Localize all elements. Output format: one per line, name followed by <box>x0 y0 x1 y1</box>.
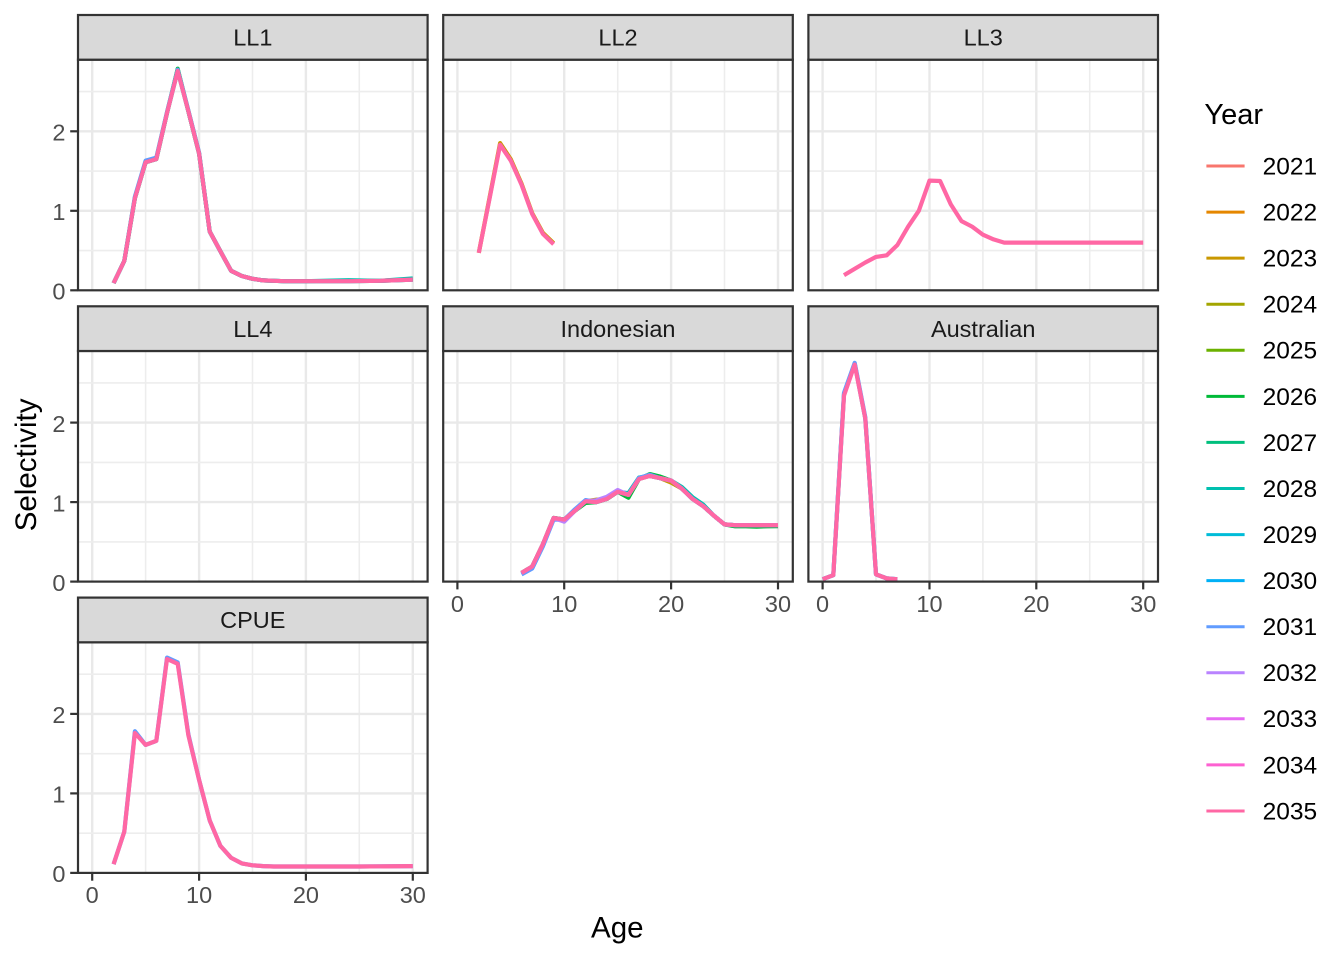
svg-text:10: 10 <box>186 882 212 908</box>
svg-text:0: 0 <box>52 861 65 887</box>
svg-text:LL1: LL1 <box>233 25 272 51</box>
svg-text:1: 1 <box>52 782 65 808</box>
svg-text:10: 10 <box>916 591 942 617</box>
svg-text:2033: 2033 <box>1263 706 1318 733</box>
svg-text:2: 2 <box>52 120 65 146</box>
svg-text:LL3: LL3 <box>964 25 1003 51</box>
svg-text:20: 20 <box>293 882 319 908</box>
svg-text:0: 0 <box>86 882 99 908</box>
svg-text:LL4: LL4 <box>233 316 272 342</box>
svg-text:1: 1 <box>52 199 65 225</box>
svg-text:1: 1 <box>52 490 65 516</box>
svg-text:2025: 2025 <box>1263 338 1318 365</box>
svg-text:10: 10 <box>551 591 577 617</box>
svg-text:30: 30 <box>1130 591 1156 617</box>
svg-text:2023: 2023 <box>1263 246 1318 273</box>
svg-text:2: 2 <box>52 702 65 728</box>
svg-text:2028: 2028 <box>1263 476 1318 503</box>
svg-text:LL2: LL2 <box>598 25 637 51</box>
svg-text:0: 0 <box>52 570 65 596</box>
svg-text:2027: 2027 <box>1263 430 1318 457</box>
svg-text:Indonesian: Indonesian <box>561 316 676 342</box>
svg-text:Australian: Australian <box>931 316 1036 342</box>
svg-text:2030: 2030 <box>1263 568 1318 595</box>
svg-text:2032: 2032 <box>1263 660 1318 687</box>
svg-text:20: 20 <box>1023 591 1049 617</box>
svg-text:2024: 2024 <box>1263 292 1318 319</box>
svg-text:0: 0 <box>451 591 464 617</box>
svg-text:2031: 2031 <box>1263 614 1318 641</box>
svg-text:Year: Year <box>1204 99 1263 131</box>
svg-text:Selectivity: Selectivity <box>10 398 43 531</box>
svg-text:2022: 2022 <box>1263 200 1318 227</box>
svg-text:2: 2 <box>52 411 65 437</box>
svg-text:2029: 2029 <box>1263 522 1318 549</box>
svg-text:Age: Age <box>591 911 644 944</box>
svg-text:2034: 2034 <box>1263 752 1318 779</box>
svg-text:2026: 2026 <box>1263 384 1318 411</box>
svg-text:0: 0 <box>52 279 65 305</box>
svg-text:30: 30 <box>765 591 791 617</box>
svg-text:0: 0 <box>816 591 829 617</box>
svg-text:2035: 2035 <box>1263 798 1318 825</box>
svg-text:30: 30 <box>400 882 426 908</box>
svg-text:2021: 2021 <box>1263 153 1318 180</box>
svg-text:CPUE: CPUE <box>220 607 285 633</box>
svg-text:20: 20 <box>658 591 684 617</box>
